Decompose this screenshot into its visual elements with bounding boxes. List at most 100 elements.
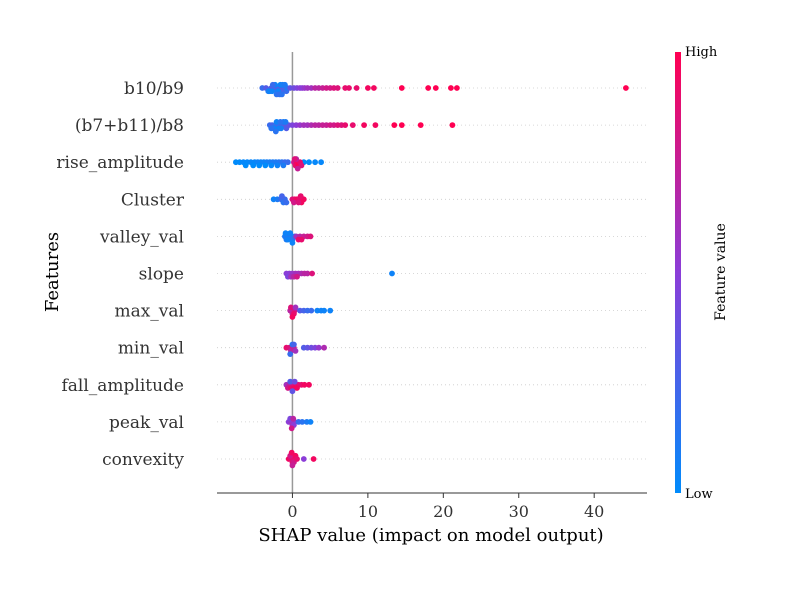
shap-point — [294, 456, 300, 462]
shap-point — [268, 125, 275, 132]
colorbar — [675, 52, 681, 493]
feature-label: b10/b9 — [124, 79, 184, 99]
shap-point — [277, 119, 284, 125]
shap-point — [291, 341, 297, 348]
x-axis-ticks: 0 10 20 30 40 — [287, 493, 604, 521]
shap-point — [291, 378, 298, 385]
shap-point — [312, 159, 318, 166]
shap-point — [297, 193, 304, 200]
shap-point — [301, 381, 308, 388]
colorbar-high-label: High — [685, 45, 718, 60]
shap-point — [294, 273, 300, 280]
shap-point — [448, 85, 454, 91]
shap-point — [288, 425, 295, 432]
shap-point — [287, 351, 294, 357]
shap-point — [306, 159, 312, 166]
shap-point — [318, 159, 324, 166]
shap-point — [307, 419, 314, 425]
shap-point — [309, 270, 315, 277]
shap-point — [289, 388, 296, 395]
shap-point — [389, 270, 395, 277]
feature-label: Cluster — [121, 190, 185, 210]
shap-point — [242, 162, 249, 169]
shap-point — [289, 462, 296, 469]
shap-point — [349, 122, 356, 128]
y-axis-label: Features — [42, 232, 63, 312]
shap-point — [285, 159, 291, 166]
shap-point — [353, 85, 360, 91]
shap-point — [287, 378, 294, 385]
feature-label: valley_val — [99, 227, 184, 247]
feature-label: fall_amplitude — [61, 376, 184, 396]
shap-point — [292, 304, 299, 311]
shap-point — [268, 162, 275, 169]
shap-point — [279, 91, 285, 98]
shap-point — [425, 85, 432, 91]
shap-point — [279, 193, 285, 200]
shap-point — [391, 122, 398, 128]
shap-point — [280, 162, 287, 169]
shap-point — [291, 156, 298, 162]
shap-point — [299, 419, 306, 425]
shap-point — [315, 344, 322, 351]
feature-label: slope — [139, 265, 184, 285]
shap-point — [289, 239, 296, 246]
shap-point — [318, 307, 324, 314]
shap-point — [289, 314, 296, 320]
shap-point — [292, 348, 299, 354]
shap-point — [291, 199, 297, 206]
colorbar-title: Feature value — [713, 223, 729, 321]
shap-point — [269, 81, 276, 88]
shap-point — [623, 85, 629, 91]
x-tick-label: 40 — [584, 502, 604, 521]
shap-point — [372, 122, 379, 128]
shap-point — [371, 85, 377, 91]
x-tick-label: 10 — [358, 502, 378, 521]
shap-points — [233, 81, 629, 469]
shap-point — [283, 199, 290, 206]
feature-label: min_val — [118, 339, 184, 359]
shap-point — [449, 122, 456, 128]
shap-point — [294, 165, 301, 172]
shap-point — [334, 85, 341, 91]
shap-point — [417, 122, 424, 128]
feature-labels: b10/b9 (b7+b11)/b8 rise_amplitude Cluster va… — [56, 79, 184, 470]
shap-point — [298, 162, 305, 169]
shap-point — [308, 307, 315, 314]
shap-point — [361, 122, 367, 128]
shap-point — [310, 456, 317, 462]
shap-point — [288, 449, 295, 456]
shap-point — [432, 85, 439, 91]
shap-point — [282, 230, 289, 237]
shap-point — [300, 456, 307, 462]
shap-point — [327, 307, 334, 314]
shap-point — [285, 236, 291, 243]
shap-point — [278, 125, 284, 132]
feature-gridlines — [217, 87, 647, 460]
x-tick-label: 30 — [509, 502, 529, 521]
shap-point — [304, 270, 311, 277]
shap-point — [365, 85, 371, 91]
feature-label: rise_amplitude — [56, 153, 184, 173]
feature-label: convexity — [102, 450, 184, 470]
feature-label: peak_val — [109, 413, 184, 433]
shap-point — [298, 236, 305, 243]
x-tick-label: 20 — [433, 502, 453, 521]
shap-point — [250, 162, 257, 169]
shap-point — [269, 88, 275, 95]
shap-point — [274, 162, 281, 169]
shap-point — [282, 119, 289, 125]
shap-point — [294, 385, 300, 391]
shap-point — [398, 122, 405, 128]
x-axis-label: SHAP value (impact on model output) — [258, 525, 603, 546]
feature-label: (b7+b11)/b8 — [75, 116, 184, 136]
shap-point — [346, 85, 352, 91]
feature-label: max_val — [114, 302, 184, 322]
shap-point — [321, 344, 327, 351]
shap-point — [290, 415, 297, 422]
colorbar-low-label: Low — [685, 487, 713, 502]
shap-point — [454, 85, 460, 91]
shap-point — [287, 230, 294, 237]
x-tick-label: 0 — [287, 502, 297, 521]
